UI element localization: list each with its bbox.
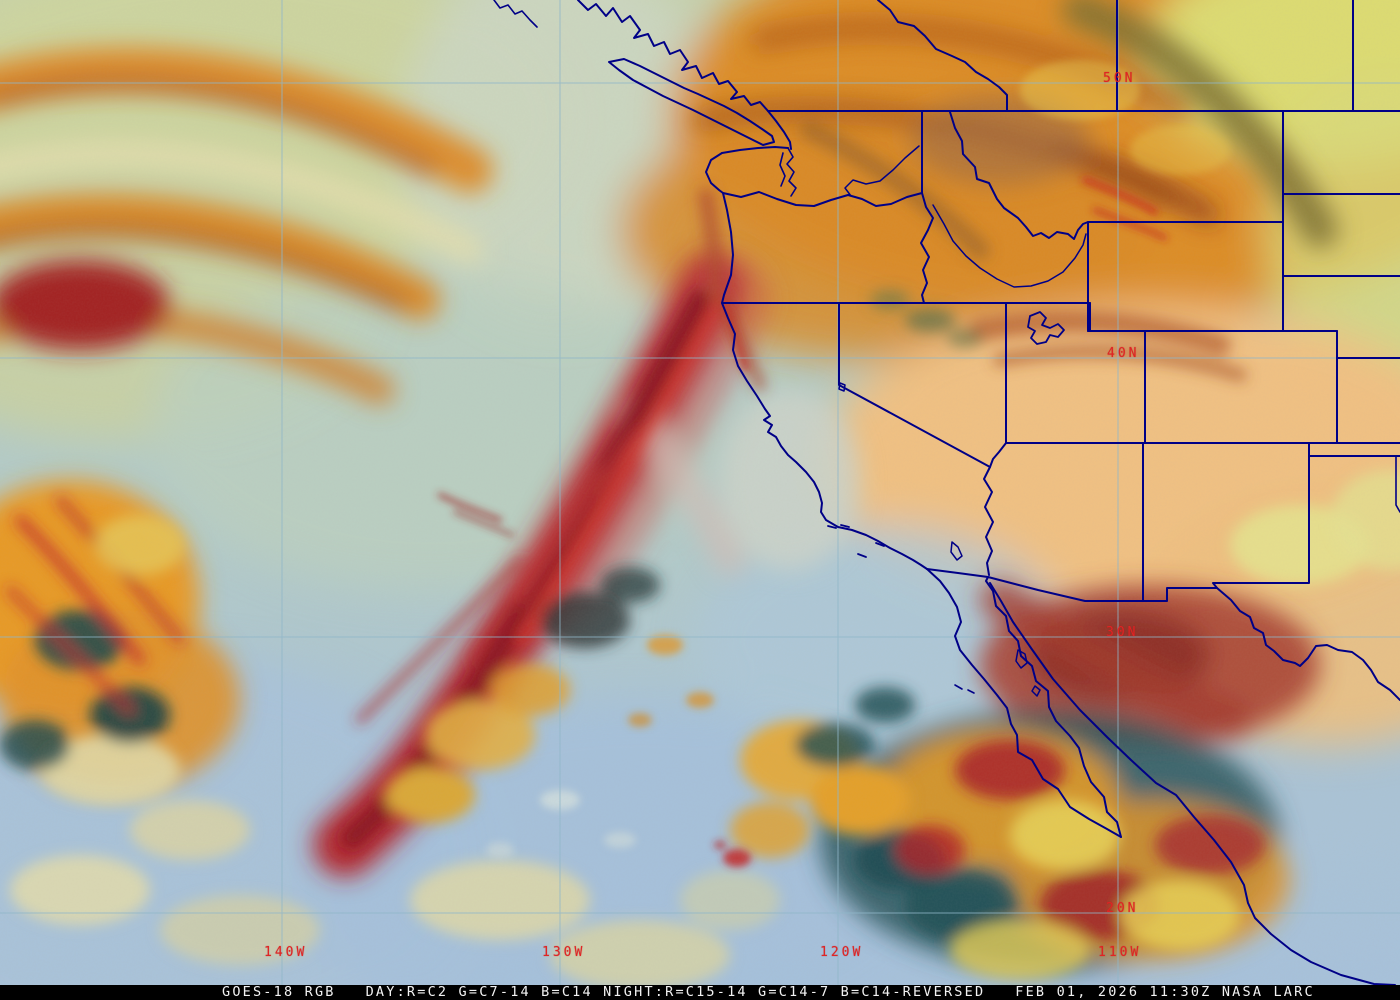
annotation-bar: GOES-18 RGB DAY:R=C2 G=C7-14 B=C14 NIGHT… bbox=[0, 985, 1400, 1000]
lat-label-50n: 50N bbox=[1103, 71, 1136, 86]
coastlines-and-borders bbox=[493, 0, 1400, 985]
lon-label-140w: 140W bbox=[264, 945, 308, 960]
lat-label-30n: 30N bbox=[1106, 625, 1139, 640]
lat-label-20n: 20N bbox=[1106, 901, 1139, 916]
product-title: GOES-18 RGB bbox=[222, 984, 336, 1000]
lat-label-40n: 40N bbox=[1107, 346, 1140, 361]
lon-label-110w: 110W bbox=[1098, 945, 1142, 960]
lon-label-120w: 120W bbox=[820, 945, 864, 960]
rgb-recipe-legend: DAY:R=C2 G=C7-14 B=C14 NIGHT:R=C15-14 G=… bbox=[365, 984, 986, 1000]
lon-label-130w: 130W bbox=[542, 945, 586, 960]
timestamp: FEB 01, 2026 11:30Z NASA LARC bbox=[1015, 984, 1315, 1000]
